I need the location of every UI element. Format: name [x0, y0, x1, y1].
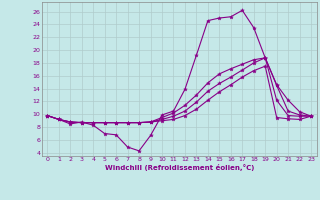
X-axis label: Windchill (Refroidissement éolien,°C): Windchill (Refroidissement éolien,°C) — [105, 164, 254, 171]
